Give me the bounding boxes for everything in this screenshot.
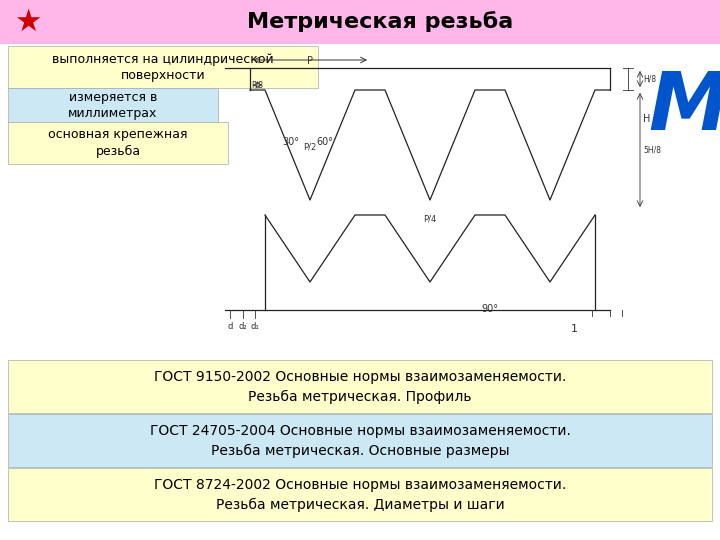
Text: измеряется в
миллиметрах: измеряется в миллиметрах bbox=[68, 91, 158, 119]
Text: 30°: 30° bbox=[282, 137, 299, 147]
Bar bbox=[0, 0, 720, 44]
Text: 1: 1 bbox=[570, 324, 577, 334]
Bar bbox=[8, 88, 218, 122]
Bar bbox=[8, 414, 712, 467]
Text: 60°: 60° bbox=[316, 137, 333, 147]
Text: ГОСТ 8724-2002 Основные нормы взаимозаменяемости.
Резьба метрическая. Диаметры и: ГОСТ 8724-2002 Основные нормы взаимозаме… bbox=[154, 478, 566, 512]
Text: H: H bbox=[643, 114, 650, 124]
Text: P/8: P/8 bbox=[251, 80, 264, 89]
Bar bbox=[8, 468, 712, 521]
Text: P/4: P/4 bbox=[423, 215, 436, 224]
Text: H/8: H/8 bbox=[643, 75, 656, 84]
Text: d: d bbox=[228, 322, 233, 331]
Bar bbox=[8, 46, 318, 88]
Text: 5H/8: 5H/8 bbox=[643, 145, 661, 154]
Bar bbox=[8, 360, 712, 413]
Text: ГОСТ 24705-2004 Основные нормы взаимозаменяемости.
Резьба метрическая. Основные : ГОСТ 24705-2004 Основные нормы взаимозам… bbox=[150, 424, 570, 458]
Text: d₂: d₂ bbox=[239, 322, 247, 331]
Text: основная крепежная
резьба: основная крепежная резьба bbox=[48, 129, 188, 158]
Text: М: М bbox=[648, 69, 720, 147]
Bar bbox=[8, 122, 228, 164]
Text: P/2: P/2 bbox=[303, 143, 317, 152]
Text: P: P bbox=[307, 56, 313, 66]
Text: 90°: 90° bbox=[482, 304, 498, 314]
Text: выполняется на цилиндрической
поверхности: выполняется на цилиндрической поверхност… bbox=[52, 52, 274, 82]
Text: Метрическая резьба: Метрическая резьба bbox=[247, 11, 513, 32]
Text: ★: ★ bbox=[14, 8, 42, 37]
Text: d₁: d₁ bbox=[251, 322, 259, 331]
Text: ГОСТ 9150-2002 Основные нормы взаимозаменяемости.
Резьба метрическая. Профиль: ГОСТ 9150-2002 Основные нормы взаимозаме… bbox=[154, 370, 566, 404]
